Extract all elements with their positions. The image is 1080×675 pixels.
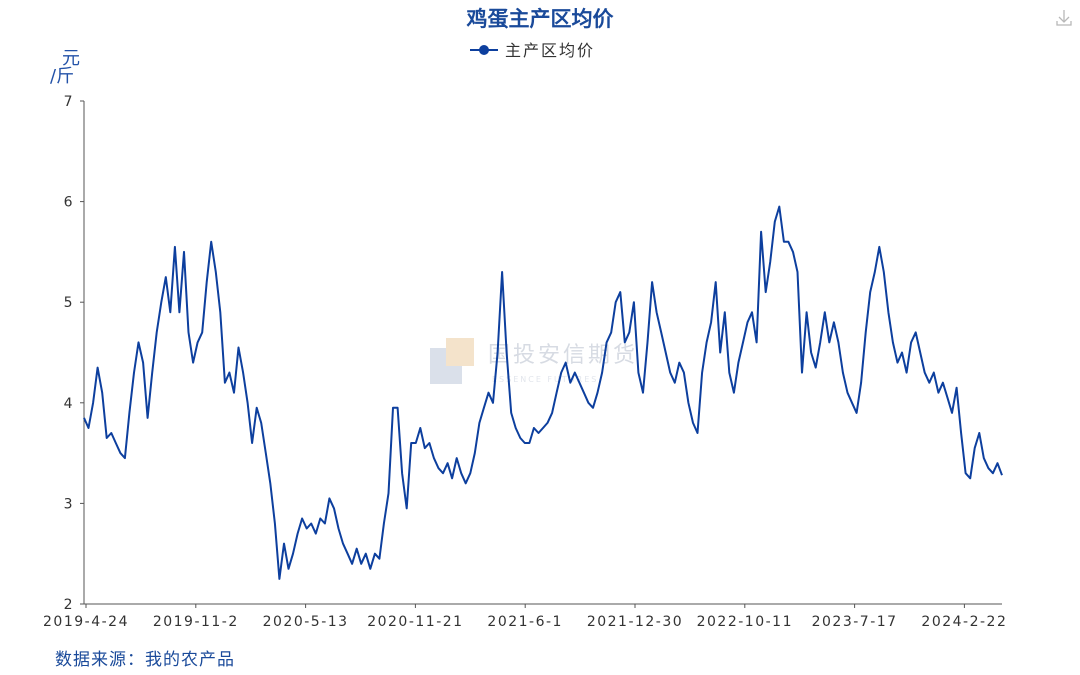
y-tick-label: 4	[64, 396, 74, 412]
y-tick-label: 5	[64, 295, 74, 311]
y-axis-label-per: /斤	[50, 66, 74, 87]
x-tick-label: 2024-2-22	[921, 614, 1007, 630]
series-line-0	[83, 205, 1003, 580]
x-tick-label: 2020-5-13	[263, 614, 349, 630]
data-source: 数据来源：我的农产品	[55, 650, 235, 670]
watermark-logo-icon	[430, 348, 446, 384]
x-tick-label: 2019-4-24	[43, 614, 129, 630]
y-tick-label: 7	[64, 94, 74, 110]
legend[interactable]: 主产区均价	[470, 41, 595, 60]
x-tick-label: 2019-11-2	[153, 614, 239, 630]
watermark-subtext: ESSENCE FUTURES	[492, 375, 598, 384]
x-ticks: 2019-4-24 2019-11-2 2020-5-13 2020-11-21 202…	[43, 604, 1007, 630]
watermark-text: 国投安信期货	[488, 343, 638, 368]
y-axis-label-unit: 元	[62, 48, 80, 69]
x-tick-label: 2021-6-1	[487, 614, 563, 630]
download-icon[interactable]	[1056, 10, 1072, 26]
watermark-logo-accent	[446, 338, 474, 366]
series-layer	[83, 205, 1003, 580]
y-tick-label: 6	[64, 195, 74, 211]
legend-marker	[479, 45, 489, 55]
y-tick-label: 3	[64, 496, 74, 512]
watermark: 国投安信期货 ESSENCE FUTURES	[430, 338, 638, 384]
x-tick-label: 2020-11-21	[367, 614, 463, 630]
y-ticks: 2 3 4 5 6 7	[64, 94, 84, 613]
x-tick-label: 2022-10-11	[697, 614, 793, 630]
y-tick-label: 2	[64, 597, 74, 613]
legend-label: 主产区均价	[505, 41, 595, 60]
chart-title: 鸡蛋主产区均价	[466, 7, 615, 31]
x-tick-label: 2023-7-17	[812, 614, 898, 630]
x-tick-label: 2021-12-30	[587, 614, 683, 630]
